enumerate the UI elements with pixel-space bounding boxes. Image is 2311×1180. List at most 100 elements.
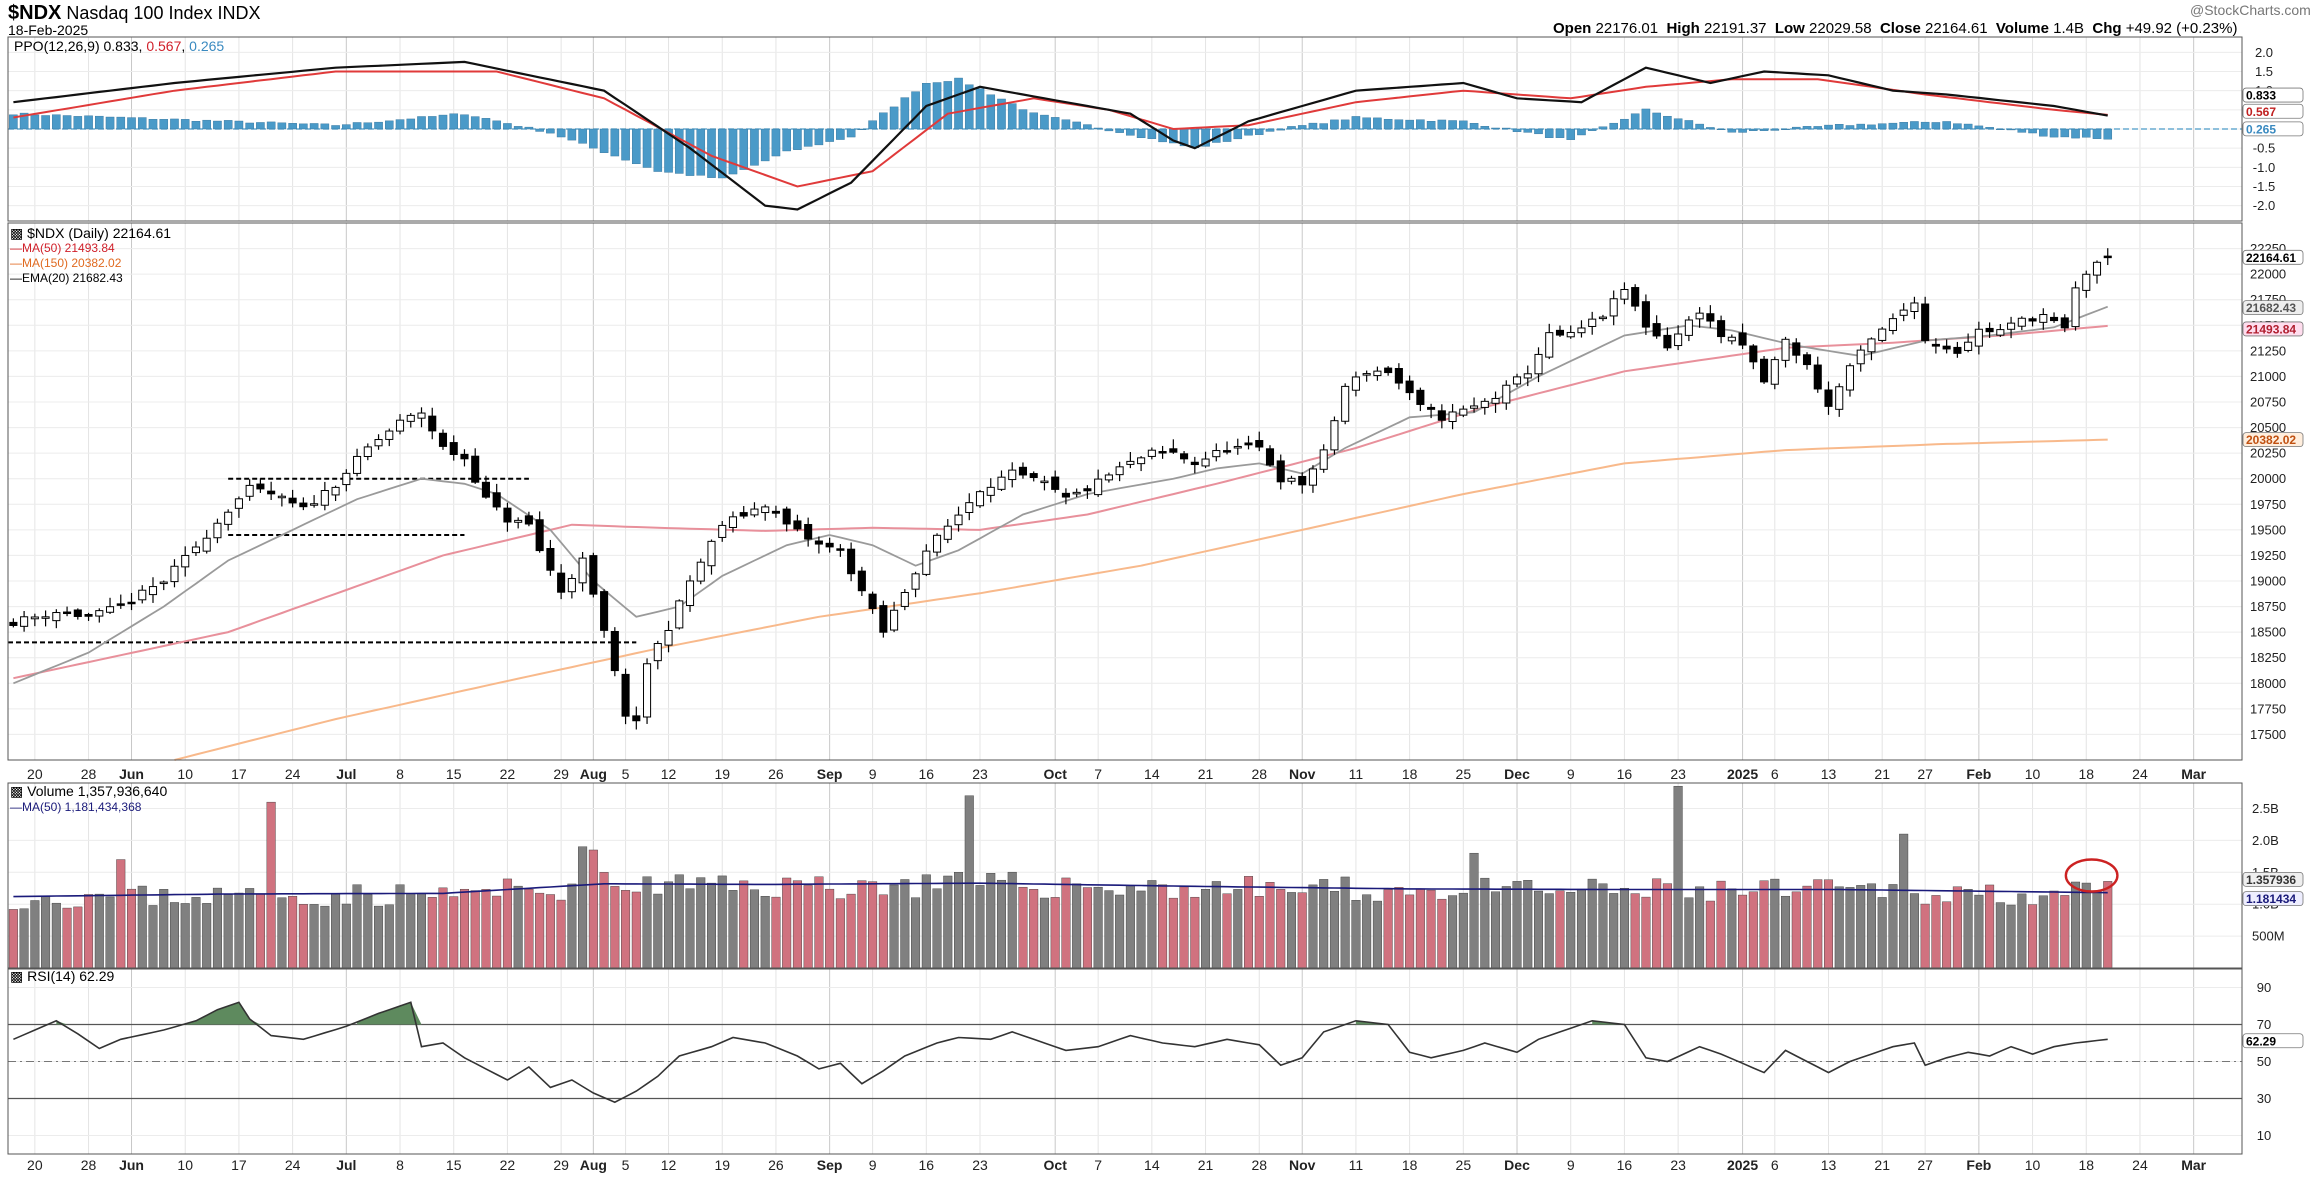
ppo-histogram-bar <box>1426 121 1436 130</box>
volume-bar <box>1104 890 1114 969</box>
ppo-histogram-bar <box>836 128 845 140</box>
ppo-histogram-bar <box>1996 128 2005 130</box>
price-ytick: 19500 <box>2250 522 2286 537</box>
candlestick <box>1802 354 1812 366</box>
highlight-circle <box>2064 858 2119 893</box>
volume-bar <box>2060 895 2070 969</box>
price-xtick: 24 <box>2132 766 2148 782</box>
volume-bar <box>234 892 244 969</box>
volume-bar <box>1491 891 1501 969</box>
candlestick <box>9 621 18 626</box>
volume-bar <box>1029 889 1039 969</box>
rsi-xtick: 18 <box>2078 1157 2094 1173</box>
chg-value: +49.92 (+0.23%) <box>2125 20 2238 37</box>
ppo-histogram-bar <box>503 123 512 130</box>
rsi-xtick: 8 <box>396 1157 404 1173</box>
ppo-histogram-bar <box>1416 119 1425 130</box>
ppo-legend: PPO(12,26,9) 0.833, 0.567, 0.265 <box>14 38 225 54</box>
ppo-histogram-bar <box>1953 123 1962 130</box>
volume-bar <box>180 903 190 969</box>
candlestick <box>1147 449 1156 457</box>
quote-summary: Open 22176.01 High 22191.37 Low 22029.58… <box>1553 20 2237 37</box>
volume-bar <box>223 894 233 969</box>
candlestick <box>1974 328 1983 347</box>
ppo-histogram-bar <box>793 128 802 150</box>
volume-bar <box>384 904 394 969</box>
ppo-histogram-bar <box>1394 119 1404 130</box>
ma150-last-tag-box <box>2242 432 2304 448</box>
candlestick <box>2060 317 2069 329</box>
ppo-histogram-bar <box>1899 122 1908 130</box>
volume-bar <box>524 888 534 969</box>
candlestick <box>1781 338 1790 361</box>
candlestick <box>524 515 533 525</box>
ppo-histogram-bar <box>578 128 587 144</box>
rsi-xtick: 23 <box>972 1157 988 1173</box>
candlestick <box>438 432 448 447</box>
candlestick <box>1588 318 1597 327</box>
volume-bar <box>1501 886 1511 969</box>
candlestick <box>847 548 856 575</box>
ppo-panel-frame <box>7 36 2243 222</box>
price-xtick: 16 <box>919 766 935 782</box>
price-xtick: 20 <box>27 766 43 782</box>
rsi-xtick: 22 <box>500 1157 516 1173</box>
ppo-histogram-bar <box>1555 128 1565 138</box>
ppo-histogram-bar <box>492 120 501 130</box>
volume-bar <box>51 902 61 969</box>
volume-bar <box>1136 890 1146 969</box>
candlestick <box>868 593 877 609</box>
candlestick <box>1018 466 1028 476</box>
ema20-legend: —EMA(20) 21682.43 <box>10 271 123 285</box>
candlestick <box>1684 319 1693 336</box>
ma150-line <box>174 438 2108 761</box>
price-ytick: 21250 <box>2250 343 2286 358</box>
candlestick <box>84 614 93 617</box>
ppo-histogram-bar <box>62 115 72 130</box>
ppo-histogram-bar <box>438 114 448 130</box>
candlestick <box>1083 488 1092 492</box>
price-xtick: 10 <box>177 766 193 782</box>
price-xtick: Jul <box>336 766 356 782</box>
volume-bar <box>1770 878 1780 969</box>
ppo-histogram-bar <box>1018 109 1028 130</box>
ppo-hist-tag: 0.265 <box>2246 122 2276 136</box>
price-xtick: 18 <box>1402 766 1418 782</box>
rsi-overbought-fill <box>56 1002 1625 1025</box>
candlestick <box>793 520 802 530</box>
candlestick <box>1878 328 1887 341</box>
ppo-histogram-bar <box>73 116 83 130</box>
close-value: 22164.61 <box>1924 20 1988 37</box>
ppo-histogram-bar <box>1523 128 1533 133</box>
rsi-xtick: Oct <box>1044 1157 1068 1173</box>
ppo-histogram-bar <box>1684 120 1694 130</box>
ppo-histogram-bar <box>460 114 469 130</box>
ppo-histogram-bar <box>2060 128 2070 138</box>
candlestick <box>481 481 490 498</box>
candlestick <box>1996 329 2005 336</box>
candlestick <box>1416 389 1425 405</box>
price-ytick: 18000 <box>2250 676 2286 691</box>
candlestick <box>1212 450 1221 458</box>
volume-bar <box>277 897 287 969</box>
candlestick <box>1459 408 1468 416</box>
price-ytick: 19000 <box>2250 574 2286 589</box>
volume-bar <box>1168 897 1178 969</box>
ppo-histogram-bar <box>309 123 319 130</box>
volume-bar <box>1394 887 1404 969</box>
ppo-histogram-bar <box>417 116 426 130</box>
ppo-histogram-bar <box>1383 118 1393 130</box>
ppo-histogram-bar <box>223 120 233 130</box>
candlestick <box>503 507 512 523</box>
ppo-histogram-bar <box>750 128 759 166</box>
volume-bar <box>556 899 566 969</box>
ppo-histogram-bar <box>481 118 491 130</box>
rsi-xtick: 12 <box>661 1157 677 1173</box>
candlestick <box>1373 370 1382 377</box>
ppo-histogram-bar <box>803 128 813 147</box>
volume-bar <box>664 881 674 969</box>
volume-bar <box>771 896 781 969</box>
volume-bar <box>1265 882 1275 969</box>
candlestick <box>1641 301 1650 328</box>
ppo-histogram-bar <box>1598 126 1608 130</box>
